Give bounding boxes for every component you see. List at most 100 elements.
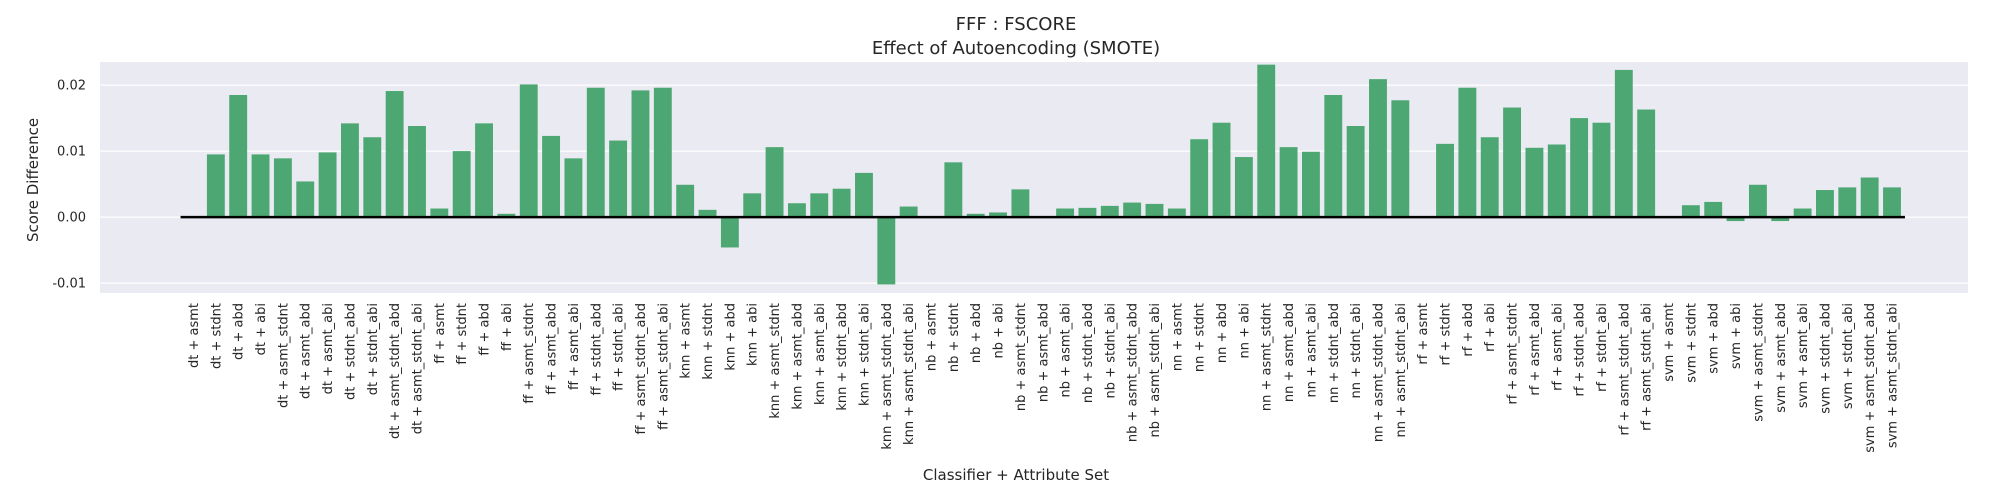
bar [519, 84, 538, 218]
x-tick-label: nn + asmt_abi [1304, 303, 1319, 397]
x-tick-label: nb + asmt [925, 303, 940, 371]
bar [1346, 126, 1365, 218]
bar [1458, 87, 1477, 218]
x-tick-label: rf + asmt_abd [1528, 303, 1543, 396]
y-axis-ticks: -0.01 0.00 0.01 0.02 [52, 79, 86, 292]
x-tick-label: rf + asmt_stdnt [1506, 303, 1521, 405]
x-tick-label: nn + stdnt_abi [1349, 303, 1364, 398]
x-tick-label: ff + asmt_abd [545, 303, 560, 395]
bar [385, 91, 404, 218]
bar [542, 135, 561, 218]
bar [1704, 201, 1723, 218]
bar [1301, 151, 1320, 218]
bar [1503, 107, 1522, 218]
x-tick-label: knn + abd [723, 303, 738, 371]
x-tick-label: knn + stdnt_abi [857, 303, 872, 406]
bar [1838, 187, 1857, 218]
x-axis-label: Classifier + Attribute Set [923, 466, 1109, 484]
x-tick-label: svm + abi [1729, 303, 1744, 369]
chart-subtitle: Effect of Autoencoding (SMOTE) [872, 38, 1160, 59]
bar [1100, 205, 1119, 218]
x-axis-ticks: dt + asmt dt + stdnt dt + abd dt + abi dt + … [187, 303, 1901, 453]
x-tick-label: rf + stdnt [1439, 303, 1454, 366]
x-tick-label: svm + asmt_stdnt [1751, 303, 1766, 422]
bar [1480, 137, 1499, 218]
x-tick-label: nn + asmt_stdnt_abd [1371, 303, 1386, 442]
x-tick-label: knn + stdnt [701, 303, 716, 380]
x-tick-label: dt + asmt_stdnt_abi [410, 303, 425, 434]
bar [810, 193, 829, 218]
x-tick-label: svm + asmt [1662, 303, 1677, 382]
bar [720, 217, 739, 248]
x-tick-label: knn + asmt_abi [813, 303, 828, 405]
x-tick-label: svm + stdnt [1684, 303, 1699, 383]
bar [1257, 64, 1276, 218]
bars [206, 64, 1901, 285]
bar [698, 209, 717, 218]
y-axis-label: Score Difference [24, 118, 42, 242]
bar [1011, 189, 1030, 218]
bar [1145, 203, 1164, 218]
x-tick-label: knn + asmt_stdnt_abd [880, 303, 895, 450]
bar [1324, 95, 1343, 218]
x-tick-label: ff + abi [500, 303, 515, 351]
bar [1190, 139, 1209, 218]
x-tick-label: nn + asmt_abd [1282, 303, 1297, 402]
bar [765, 147, 784, 218]
bar [631, 90, 650, 218]
x-tick-label: rf + asmt [1416, 303, 1431, 365]
x-tick-label: nb + stdnt [947, 303, 962, 372]
y-tick-label: 0.01 [57, 145, 86, 160]
bar [318, 152, 337, 218]
x-tick-label: nn + abd [1215, 303, 1230, 363]
x-tick-label: knn + stdnt_abd [835, 303, 850, 411]
bar [363, 137, 382, 218]
bar [1279, 147, 1298, 218]
bar [1436, 143, 1454, 218]
x-tick-label: nn + stdnt_abd [1327, 303, 1342, 403]
x-tick-label: rf + asmt_stdnt_abd [1617, 303, 1632, 436]
bar [1056, 208, 1075, 218]
bar [1525, 147, 1544, 218]
x-tick-label: nn + abi [1237, 303, 1252, 358]
x-tick-label: ff + stdnt_abi [612, 303, 627, 391]
bar [899, 206, 918, 218]
y-tick-label: 0.00 [57, 211, 86, 226]
x-tick-label: nb + asmt_stdnt [1014, 303, 1029, 411]
x-tick-label: svm + asmt_stdnt_abd [1863, 303, 1878, 453]
x-tick-label: knn + abi [746, 303, 761, 366]
bar [1123, 202, 1142, 218]
x-tick-label: ff + abd [478, 303, 493, 356]
x-tick-label: nn + asmt [1170, 303, 1185, 371]
bar [1681, 205, 1700, 218]
x-tick-label: nb + asmt_stdnt_abi [1148, 303, 1163, 437]
bar [497, 213, 516, 218]
x-tick-label: dt + asmt_abi [321, 303, 336, 394]
bar [229, 95, 248, 218]
x-tick-label: rf + abd [1461, 303, 1476, 357]
x-tick-label: ff + asmt [433, 303, 448, 364]
bar [408, 126, 426, 218]
x-tick-label: dt + asmt [187, 303, 202, 368]
bar [206, 154, 225, 218]
bar [653, 87, 672, 218]
x-tick-label: ff + asmt_stdnt [522, 303, 537, 404]
x-tick-label: rf + asmt_abi [1550, 303, 1565, 391]
x-tick-label: ff + asmt_stdnt_abd [634, 303, 649, 435]
x-tick-label: ff + asmt_stdnt_abi [656, 303, 671, 430]
x-tick-label: dt + asmt_abd [299, 303, 314, 399]
x-tick-label: dt + abi [254, 303, 269, 355]
bar [1212, 122, 1231, 218]
bar [1234, 157, 1253, 218]
bar [1726, 217, 1745, 222]
y-tick-label: -0.01 [52, 277, 86, 292]
x-tick-label: nb + abi [992, 303, 1007, 358]
bar [1369, 79, 1387, 218]
bar [1167, 208, 1186, 218]
x-tick-label: svm + asmt_abd [1774, 303, 1789, 413]
x-tick-label: nb + asmt_abd [1036, 303, 1051, 402]
x-tick-label: nb + stdnt_abd [1081, 303, 1096, 403]
bar [1547, 144, 1566, 218]
x-tick-label: nn + stdnt [1193, 303, 1208, 372]
